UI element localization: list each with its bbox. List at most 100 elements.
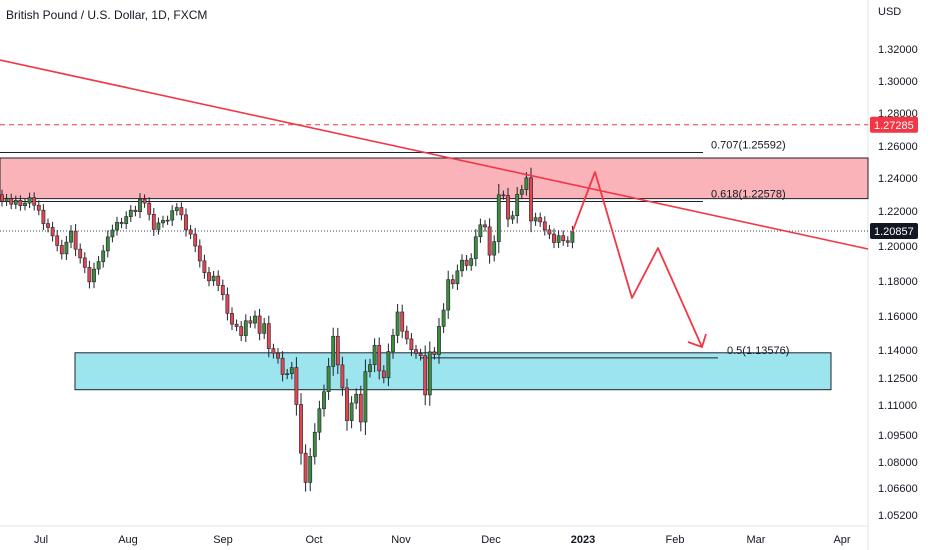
candle <box>253 310 257 329</box>
alert-price-badge[interactable]: 1.27285 <box>870 116 918 133</box>
candle <box>13 195 18 209</box>
candle <box>506 187 510 228</box>
candle <box>565 236 570 247</box>
candle <box>216 270 221 292</box>
y-tick-label: 1.16000 <box>878 311 918 323</box>
candle <box>82 252 87 274</box>
candle <box>501 190 506 200</box>
candle <box>0 189 4 207</box>
current-price-badge[interactable]: 1.20857 <box>870 223 918 240</box>
candle <box>4 194 9 206</box>
candle <box>101 244 106 268</box>
candle <box>92 262 96 289</box>
candle <box>133 205 138 217</box>
candle <box>510 210 515 224</box>
x-tick-label: Feb <box>666 534 685 546</box>
candle <box>552 228 556 249</box>
candle <box>207 266 211 287</box>
candle <box>197 239 202 268</box>
candle <box>41 204 46 230</box>
candle <box>289 361 294 380</box>
candle <box>59 239 64 260</box>
price-axis[interactable]: USD1.320001.300001.280001.260001.240001.… <box>878 6 918 522</box>
time-axis[interactable]: Jul Aug Sep Oct Nov Dec 2023 Feb Mar Apr <box>34 534 851 546</box>
candle <box>391 328 395 359</box>
candle <box>156 217 161 235</box>
candle <box>349 396 354 429</box>
candle <box>294 357 299 416</box>
candle <box>533 212 538 226</box>
candle <box>285 368 290 380</box>
candle <box>464 255 469 271</box>
y-tick-label: 1.05200 <box>878 510 918 522</box>
candle <box>473 229 478 267</box>
x-tick-label: 2023 <box>571 534 595 546</box>
candle <box>308 448 313 492</box>
candle <box>211 271 216 286</box>
chart-title: British Pound / U.S. Dollar, 1D, FXCM <box>6 8 208 22</box>
candle <box>515 187 520 224</box>
candle <box>441 303 446 334</box>
candle <box>55 230 60 252</box>
y-tick-label: 1.30000 <box>878 76 918 88</box>
candle <box>257 308 262 341</box>
candle <box>220 279 225 301</box>
candle <box>230 307 234 331</box>
candle <box>542 216 547 236</box>
y-tick-label: 1.22000 <box>878 206 918 218</box>
candle <box>519 184 524 200</box>
candle <box>322 384 326 417</box>
projected-path[interactable] <box>571 171 703 348</box>
candle <box>179 202 184 221</box>
candle <box>202 254 207 279</box>
support-zone[interactable] <box>74 352 832 391</box>
candle <box>151 207 156 237</box>
candle <box>547 224 552 240</box>
descending-trendline[interactable] <box>0 59 869 250</box>
candle <box>142 194 147 208</box>
candle <box>161 215 165 228</box>
fib-level-label: 0.5(1.13576) <box>727 345 789 357</box>
candle <box>174 202 179 216</box>
x-tick-label: Sep <box>213 534 233 546</box>
candle <box>119 217 124 229</box>
candle <box>165 215 170 225</box>
candle <box>326 357 331 400</box>
candle <box>423 345 428 406</box>
candle <box>36 200 41 216</box>
candle <box>381 365 386 384</box>
candle <box>124 211 129 230</box>
candle <box>455 264 460 291</box>
candle <box>110 224 115 243</box>
x-tick-label: Aug <box>118 534 138 546</box>
candle <box>450 274 455 289</box>
fib-level-label: 0.618(1.22578) <box>711 188 786 200</box>
y-tick-label: 1.12500 <box>878 373 918 385</box>
candle <box>18 195 23 211</box>
candle <box>561 230 566 246</box>
candle <box>69 225 73 249</box>
candle <box>446 270 451 319</box>
candle <box>46 218 50 233</box>
candle <box>340 356 345 396</box>
candlestick-series <box>0 167 575 492</box>
y-tick-label: 1.24000 <box>878 173 918 185</box>
y-tick-label: 1.20000 <box>878 241 918 253</box>
candle <box>496 183 501 254</box>
candle <box>280 351 285 382</box>
svg-text:1.20857: 1.20857 <box>874 226 914 238</box>
candle <box>299 393 303 465</box>
y-tick-label: 1.18000 <box>878 276 918 288</box>
candle <box>377 337 382 380</box>
candle <box>128 205 133 222</box>
candle <box>556 230 561 248</box>
candle <box>524 172 529 196</box>
candle <box>64 236 69 261</box>
candle <box>354 388 359 410</box>
y-tick-label: 1.09500 <box>878 430 918 442</box>
y-tick-label: 1.26000 <box>878 141 918 153</box>
resistance-zone[interactable] <box>0 157 869 200</box>
candle <box>331 327 336 376</box>
candle <box>170 205 175 226</box>
